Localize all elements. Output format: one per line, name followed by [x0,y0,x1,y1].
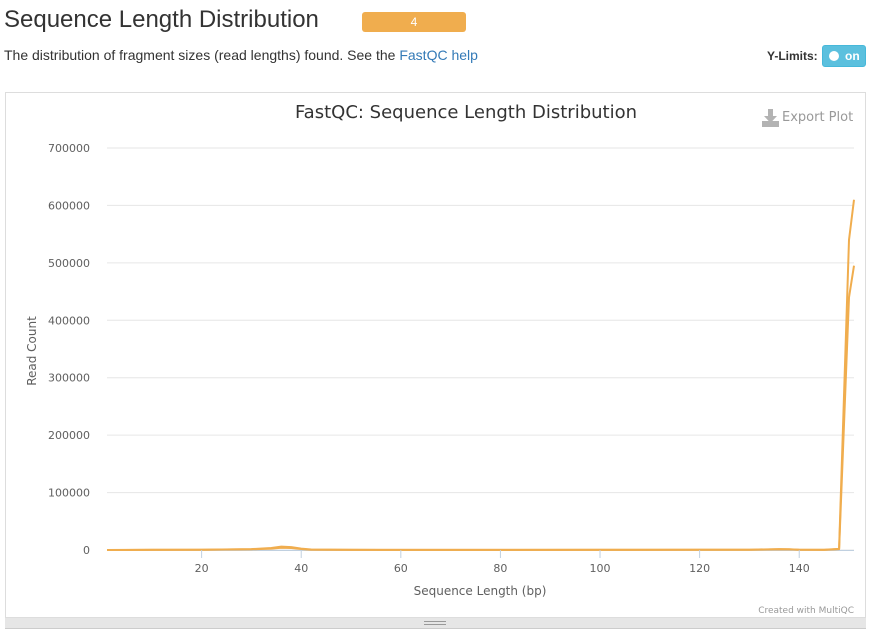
y-axis-title: Read Count [25,316,39,386]
x-tick-label: 40 [294,562,308,575]
x-tick-label: 20 [195,562,209,575]
y-tick-label: 700000 [48,142,90,155]
x-tick-label: 140 [789,562,810,575]
series [106,199,855,551]
y-tick-label: 500000 [48,257,90,270]
x-axis-title: Sequence Length (bp) [414,584,547,598]
series-line-1[interactable] [106,199,855,551]
y-tick-label: 0 [83,544,90,557]
y-tick-label: 600000 [48,199,90,212]
status-badge: 4 [362,12,466,32]
ylimits-label: Y-Limits: [767,49,818,63]
grid [107,147,854,551]
y-tick-label: 300000 [48,372,90,385]
x-tick-label: 80 [493,562,507,575]
x-tick-label: 100 [590,562,611,575]
plot-container: FastQC: Sequence Length Distribution Exp… [5,92,866,618]
y-axis-ticks: 0 100000 200000 300000 400000 500000 600000 700… [48,142,90,557]
download-icon [762,109,779,127]
export-plot-button[interactable]: Export Plot [762,109,853,127]
y-tick-label: 200000 [48,429,90,442]
page-title: Sequence Length Distribution [4,6,319,33]
fastqc-help-link[interactable]: FastQC help [399,47,478,63]
grip-icon [424,621,446,625]
toggle-state: on [845,49,860,63]
plot-resize-handle[interactable] [5,618,866,629]
y-tick-label: 100000 [48,487,90,500]
credits: Created with MultiQC [758,606,854,616]
export-plot-label: Export Plot [782,110,853,125]
x-tick-label: 60 [394,562,408,575]
chart-title: FastQC: Sequence Length Distribution [295,102,637,123]
x-axis-ticks: 20 40 60 80 100 120 140 [195,550,810,575]
y-tick-label: 400000 [48,314,90,327]
chart: FastQC: Sequence Length Distribution Exp… [25,102,855,616]
ylimits-toggle[interactable]: on [822,45,866,67]
toggle-knob [829,51,839,61]
description: The distribution of fragment sizes (read… [4,47,478,63]
x-tick-label: 120 [689,562,710,575]
description-text: The distribution of fragment sizes (read… [4,47,400,63]
series-line-2[interactable] [106,265,855,551]
